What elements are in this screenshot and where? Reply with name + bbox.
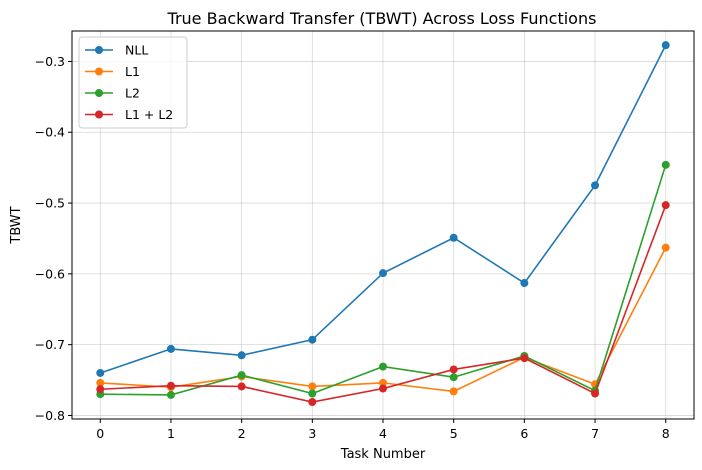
- data-point: [661, 160, 670, 169]
- legend-marker: [95, 89, 103, 97]
- data-point: [449, 233, 458, 242]
- data-point: [308, 389, 317, 398]
- series-layer: [96, 41, 670, 407]
- y-tick-label: −0.4: [35, 125, 65, 140]
- series-l1: [96, 243, 670, 396]
- chart-title: True Backward Transfer (TBWT) Across Los…: [167, 9, 597, 28]
- grid-lines: [72, 31, 694, 419]
- x-tick-label: 0: [96, 426, 104, 441]
- data-point: [379, 362, 387, 371]
- data-point: [379, 269, 387, 278]
- data-point: [96, 385, 105, 394]
- x-tick-label: 8: [662, 426, 670, 441]
- data-point: [520, 354, 529, 363]
- data-point: [308, 335, 317, 344]
- data-point: [237, 351, 246, 360]
- x-tick-label: 7: [591, 426, 599, 441]
- x-axis-label: Task Number: [340, 447, 426, 462]
- x-tick-label: 6: [520, 426, 528, 441]
- legend-item: L1 + L2: [85, 107, 173, 122]
- data-point: [591, 389, 600, 398]
- series-l1-l2: [96, 201, 670, 407]
- data-point: [449, 365, 458, 374]
- legend-marker: [95, 67, 103, 76]
- data-point: [96, 378, 105, 387]
- y-axis-label: TBWT: [9, 206, 24, 244]
- legend-marker: [95, 46, 103, 54]
- x-tick-label: 2: [238, 426, 246, 441]
- y-tick-label: −0.3: [35, 54, 65, 69]
- data-point: [520, 279, 529, 288]
- data-point: [308, 398, 317, 407]
- legend-item: L1: [85, 64, 140, 79]
- legend-marker: [95, 110, 103, 119]
- x-tick-label: 1: [167, 426, 175, 441]
- y-axis-ticks: −0.8 −0.7 −0.6 −0.5 −0.4 −0.3: [35, 54, 72, 423]
- data-point: [308, 382, 317, 391]
- data-point: [661, 201, 670, 210]
- legend-item: NLL: [85, 43, 148, 58]
- data-point: [166, 390, 175, 399]
- data-point: [591, 181, 600, 190]
- legend-label: L1 + L2: [125, 107, 173, 122]
- data-point: [661, 243, 670, 252]
- data-point: [166, 344, 175, 353]
- x-tick-label: 3: [308, 426, 316, 441]
- data-point: [166, 381, 175, 390]
- series-nll: [96, 41, 670, 377]
- data-point: [96, 368, 105, 377]
- x-axis-ticks: 0 1 2 3 4 5 6 7 8: [96, 419, 670, 441]
- data-point: [237, 371, 246, 380]
- legend-box: [78, 36, 188, 129]
- data-point: [449, 373, 458, 382]
- y-tick-label: −0.8: [35, 408, 65, 423]
- legend-label: L1: [125, 64, 140, 79]
- legend-label: L2: [125, 86, 140, 101]
- x-tick-label: 5: [450, 426, 458, 441]
- legend-label: NLL: [125, 43, 148, 58]
- data-point: [449, 387, 458, 396]
- y-tick-label: −0.6: [35, 266, 65, 281]
- y-tick-label: −0.7: [35, 337, 65, 352]
- x-tick-label: 4: [379, 426, 387, 441]
- data-point: [379, 384, 387, 393]
- data-point: [379, 378, 387, 387]
- data-point: [661, 41, 670, 50]
- legend-item: L2: [85, 86, 140, 101]
- legend: NLL L1 L2 L1 + L2: [78, 36, 188, 129]
- data-point: [237, 382, 246, 391]
- y-tick-label: −0.5: [35, 196, 65, 211]
